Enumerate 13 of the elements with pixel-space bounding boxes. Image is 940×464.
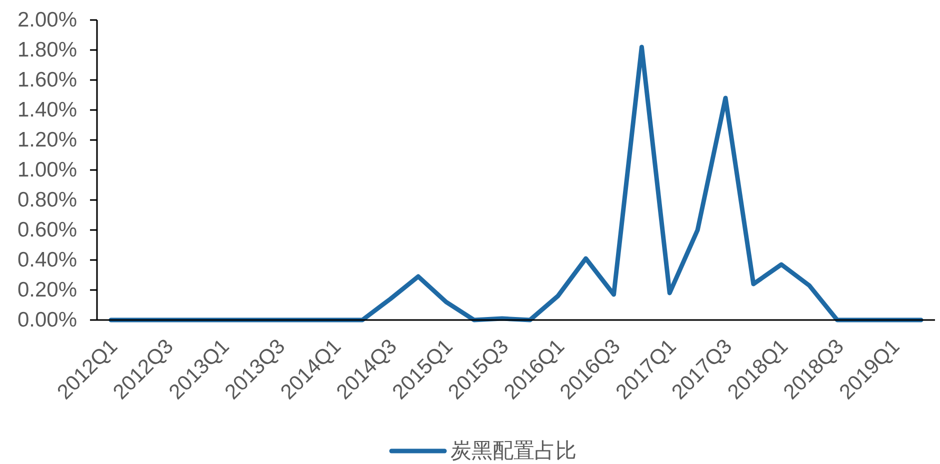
y-tick-label: 0.00%: [17, 308, 77, 332]
y-tick-label: 1.40%: [17, 98, 77, 122]
y-tick-label: 0.80%: [17, 188, 77, 212]
y-tick-label: 1.00%: [17, 158, 77, 182]
legend-label: 炭黑配置占比: [450, 440, 576, 462]
y-tick-label: 0.60%: [17, 218, 77, 242]
y-tick-label: 1.20%: [17, 128, 77, 152]
y-tick-label: 0.40%: [17, 248, 77, 272]
line-series: [108, 44, 924, 322]
y-tick-label: 0.20%: [17, 278, 77, 302]
y-tick-label: 1.80%: [17, 38, 77, 62]
y-tick-label: 2.00%: [17, 8, 77, 32]
y-tick-label: 1.60%: [17, 68, 77, 92]
